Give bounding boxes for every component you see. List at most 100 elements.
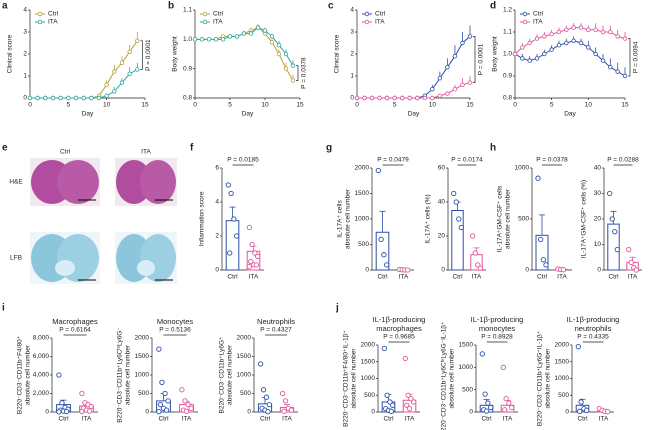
marker <box>241 31 247 36</box>
marker <box>135 67 140 72</box>
marker <box>437 93 443 98</box>
y-tick-label: 500 <box>462 386 473 393</box>
y-axis-label: absolute cell number <box>125 344 132 405</box>
x-tick-label: Ctrl <box>58 416 69 423</box>
x-tick-label: 0 <box>193 102 197 109</box>
data-point <box>538 236 544 243</box>
y-axis-label: absolute cell number <box>505 188 512 249</box>
marker <box>430 95 435 101</box>
data-point <box>390 402 396 408</box>
x-tick-label: 5 <box>228 102 232 109</box>
legend-label: ITA <box>213 19 223 26</box>
x-tick-label: Ctrl <box>227 274 238 281</box>
row-label: H&E <box>9 179 23 186</box>
y-tick-label: 0 <box>597 267 601 274</box>
data-point <box>246 224 252 231</box>
marker <box>615 69 620 74</box>
data-point <box>263 394 270 400</box>
panel-label: a <box>2 1 8 12</box>
x-tick-label: 15 <box>296 102 304 109</box>
y-tick-label: 60 <box>438 165 446 172</box>
marker <box>578 25 584 30</box>
chart-title: neutrophils <box>575 324 612 333</box>
p-bracket <box>140 40 143 70</box>
data-point <box>456 216 462 222</box>
marker <box>35 95 40 101</box>
y-tick-label: 1000 <box>237 372 252 379</box>
y-tick-label: 20 <box>438 233 446 240</box>
y-tick-label: 0 <box>469 409 473 416</box>
p-value: P = 0.6164 <box>59 327 91 334</box>
data-point <box>375 167 381 174</box>
marker <box>354 95 360 101</box>
data-point <box>188 405 194 411</box>
y-tick-label: 0 <box>215 267 219 274</box>
chart-title: Monocytes <box>157 317 194 326</box>
p-value: P = 0.0479 <box>377 157 409 164</box>
y-tick-label: 4 <box>350 7 354 14</box>
p-value: P = 0.8928 <box>481 334 513 341</box>
data-point <box>577 408 583 414</box>
data-point <box>408 395 414 402</box>
data-point <box>156 346 162 352</box>
marker <box>104 82 109 87</box>
data-point <box>157 401 164 408</box>
marker <box>445 91 450 96</box>
x-tick-label: 0 <box>28 102 32 109</box>
data-point <box>381 345 387 351</box>
x-tick-label: Ctrl <box>577 416 588 423</box>
marker <box>377 95 382 101</box>
y-tick-label: 1.1 <box>503 29 512 36</box>
data-point <box>405 267 411 273</box>
legend-marker <box>364 11 370 17</box>
data-point <box>56 409 62 415</box>
data-point <box>633 267 639 273</box>
legend-marker <box>37 19 43 25</box>
y-tick-label: 3 <box>23 29 27 36</box>
p-value: P = 0.0185 <box>227 157 259 164</box>
marker <box>199 37 205 42</box>
marker <box>445 64 450 70</box>
x-tick-label: ITA <box>628 274 638 281</box>
y-tick-label: 2000 <box>355 165 370 172</box>
y-tick-label: 3 <box>350 29 354 36</box>
data-point <box>281 408 287 414</box>
y-tick-label: 2 <box>23 51 27 58</box>
x-axis-label: Day <box>564 111 576 118</box>
y-axis-label: B220⁻CD3⁻CD11b⁺Ly6G⁺ <box>219 337 226 414</box>
marker <box>127 71 132 76</box>
legend-marker <box>522 11 528 17</box>
panel-label: i <box>2 303 5 314</box>
data-point <box>614 246 620 253</box>
data-point <box>227 250 233 256</box>
marker <box>564 40 569 46</box>
row-label: LFB <box>10 255 22 262</box>
marker <box>608 64 613 70</box>
marker <box>248 31 254 36</box>
marker <box>255 25 261 30</box>
y-tick-label: 40 <box>438 199 446 206</box>
data-point <box>411 399 417 405</box>
y-tick-label: 2000 <box>135 335 150 342</box>
y-tick-label: 6 <box>215 165 219 172</box>
marker <box>104 93 109 98</box>
y-tick-label: 1000 <box>459 364 474 371</box>
legend-marker <box>522 19 528 25</box>
marker <box>527 58 532 63</box>
panel-label: b <box>168 1 174 12</box>
series-line <box>357 82 471 99</box>
x-tick-label: ITA <box>472 274 482 281</box>
data-point <box>252 250 258 256</box>
marker <box>227 34 233 39</box>
data-point <box>279 390 286 397</box>
data-point <box>405 392 411 398</box>
data-point <box>86 408 93 414</box>
data-point <box>540 257 546 263</box>
series-line <box>514 40 626 77</box>
data-point <box>451 190 457 197</box>
legend-label: ITA <box>375 19 385 26</box>
y-tick-label: 0 <box>350 95 354 102</box>
data-point <box>185 401 191 408</box>
y-tick-label: 1 <box>350 73 354 80</box>
y-tick-label: 0 <box>371 409 375 416</box>
